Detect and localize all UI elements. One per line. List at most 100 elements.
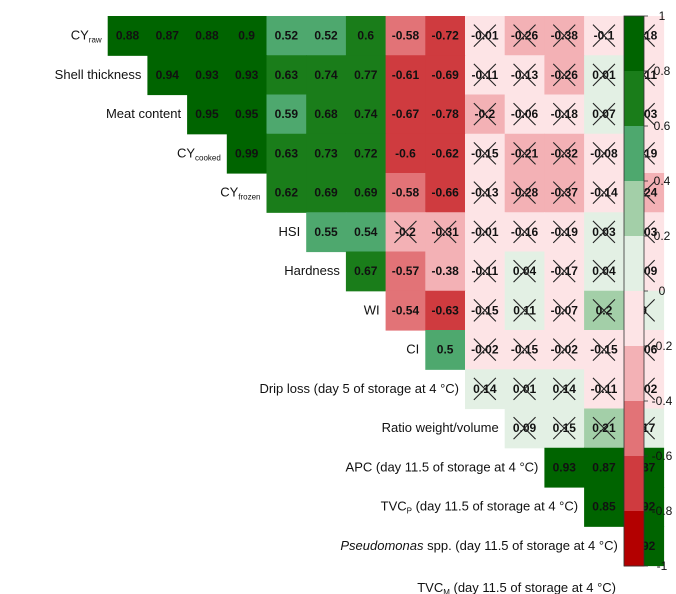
cell-fill — [584, 447, 625, 488]
colorbar-segment — [624, 16, 644, 72]
variable-label: Meat content — [106, 106, 182, 121]
heatmap-cell: -0.11 — [465, 55, 506, 96]
heatmap-cell: 0.52 — [306, 16, 347, 56]
cell-fill — [425, 133, 466, 174]
variable-label: Pseudomonas spp. (day 11.5 of storage at… — [340, 538, 617, 553]
variable-label: CYcooked — [177, 145, 221, 162]
cell-fill — [306, 133, 347, 174]
cell-value: 0.59 — [275, 107, 299, 121]
variable-label: Shell thickness — [55, 67, 142, 82]
cell-value: 0.74 — [314, 68, 338, 82]
non-significant-cross — [473, 63, 497, 87]
cell-value: 0.95 — [235, 107, 259, 121]
cell-value: -0.69 — [431, 68, 459, 82]
cell-value: -0.54 — [392, 303, 420, 317]
colorbar-tick-label: 0.2 — [654, 229, 671, 243]
non-significant-cross — [473, 102, 497, 126]
cell-value: 0.67 — [354, 264, 378, 278]
heatmap-cell: -0.13 — [504, 55, 545, 96]
cell-fill — [425, 173, 466, 213]
heatmap-cell: -0.02 — [465, 330, 506, 370]
colorbar-tick-label: 0.8 — [654, 64, 671, 78]
heatmap-cell: -0.38 — [544, 16, 585, 56]
non-significant-cross — [473, 141, 497, 165]
non-significant-cross — [513, 63, 536, 87]
cell-value: 0.73 — [314, 146, 338, 160]
non-significant-cross — [592, 141, 616, 165]
non-significant-cross — [473, 298, 497, 322]
heatmap-cell: 0.01 — [504, 369, 545, 410]
heatmap-cell: 0.87 — [584, 447, 625, 488]
cell-value: -0.62 — [431, 146, 459, 160]
variable-label: TVCM (day 11.5 of storage at 4 °C) — [417, 580, 616, 594]
non-significant-cross — [592, 24, 616, 48]
non-significant-cross — [592, 338, 616, 362]
cell-fill — [385, 55, 426, 96]
cell-value: 0.63 — [275, 68, 299, 82]
non-significant-cross — [592, 377, 616, 401]
cell-fill — [345, 94, 387, 135]
cell-fill — [306, 94, 347, 135]
heatmap-cell: 0.62 — [266, 173, 307, 213]
cell-value: -0.6 — [395, 146, 416, 160]
cell-value: 0.9 — [238, 29, 255, 43]
heatmap-cell: 0.54 — [345, 212, 387, 253]
cell-value: 0.88 — [195, 29, 219, 43]
heatmap-cell: -0.6 — [385, 133, 426, 174]
heatmap-cell: -0.13 — [465, 173, 506, 213]
cell-fill — [226, 94, 268, 135]
heatmap-cell: 0.04 — [584, 251, 625, 292]
cell-value: 0.62 — [275, 186, 299, 200]
heatmap-cell: -0.06 — [504, 94, 545, 135]
non-significant-cross — [552, 181, 576, 205]
non-significant-cross — [552, 377, 576, 401]
row-labels: CYraw Shell thickness Meat content CYcooked… — [55, 28, 618, 594]
cell-fill — [187, 55, 228, 96]
non-significant-cross — [592, 181, 616, 205]
heatmap-cell: 0.68 — [306, 94, 347, 135]
non-significant-cross — [473, 259, 497, 283]
heatmap-cell: -0.11 — [465, 251, 506, 292]
cell-value: 0.54 — [354, 225, 378, 239]
heatmap-cells: 0.88 0.87 0.88 0.9 0.52 0.52 0.6 -0.58 -0.72 -0.0… — [107, 16, 665, 567]
heatmap-cell: -0.14 — [584, 173, 625, 213]
heatmap-cell: 0.07 — [584, 94, 625, 135]
cell-fill — [345, 16, 387, 56]
cell-fill — [425, 55, 466, 96]
cell-fill — [425, 290, 466, 331]
heatmap-cell: -0.28 — [504, 173, 545, 213]
heatmap-cell: 0.52 — [266, 16, 307, 56]
heatmap-cell: 0.69 — [306, 173, 347, 213]
colorbar-segment — [624, 181, 644, 237]
cell-value: -0.58 — [392, 186, 420, 200]
cell-value: 0.77 — [354, 68, 378, 82]
colorbar-segment — [624, 456, 644, 512]
non-significant-cross — [513, 416, 536, 440]
colorbar-segment — [624, 126, 644, 182]
heatmap-cell: 0.2 — [584, 290, 625, 331]
colorbar-segment — [624, 511, 644, 567]
cell-fill — [306, 55, 347, 96]
cell-value: 0.69 — [354, 186, 378, 200]
colorbar-tick-label: 1 — [659, 9, 666, 23]
cell-fill — [226, 55, 268, 96]
heatmap-cell: 0.94 — [147, 55, 188, 96]
heatmap-cell: 0.14 — [544, 369, 585, 410]
colorbar-tick-label: 0 — [659, 284, 666, 298]
colorbar-segment — [624, 346, 644, 402]
cell-fill — [306, 16, 347, 56]
heatmap-cell: 0.63 — [266, 133, 307, 174]
heatmap-cell: -0.07 — [544, 290, 585, 331]
heatmap-cell: 0.77 — [345, 55, 387, 96]
cell-value: -0.63 — [431, 303, 459, 317]
heatmap-cell: 0.72 — [345, 133, 387, 174]
cell-value: 0.93 — [235, 68, 259, 82]
heatmap-cell: -0.15 — [584, 330, 625, 370]
cell-fill — [107, 16, 148, 56]
heatmap-cell: -0.26 — [544, 55, 585, 96]
cell-fill — [187, 16, 228, 56]
cell-fill — [226, 133, 268, 174]
cell-fill — [266, 16, 307, 56]
cell-fill — [385, 94, 426, 135]
cell-fill — [345, 173, 387, 213]
